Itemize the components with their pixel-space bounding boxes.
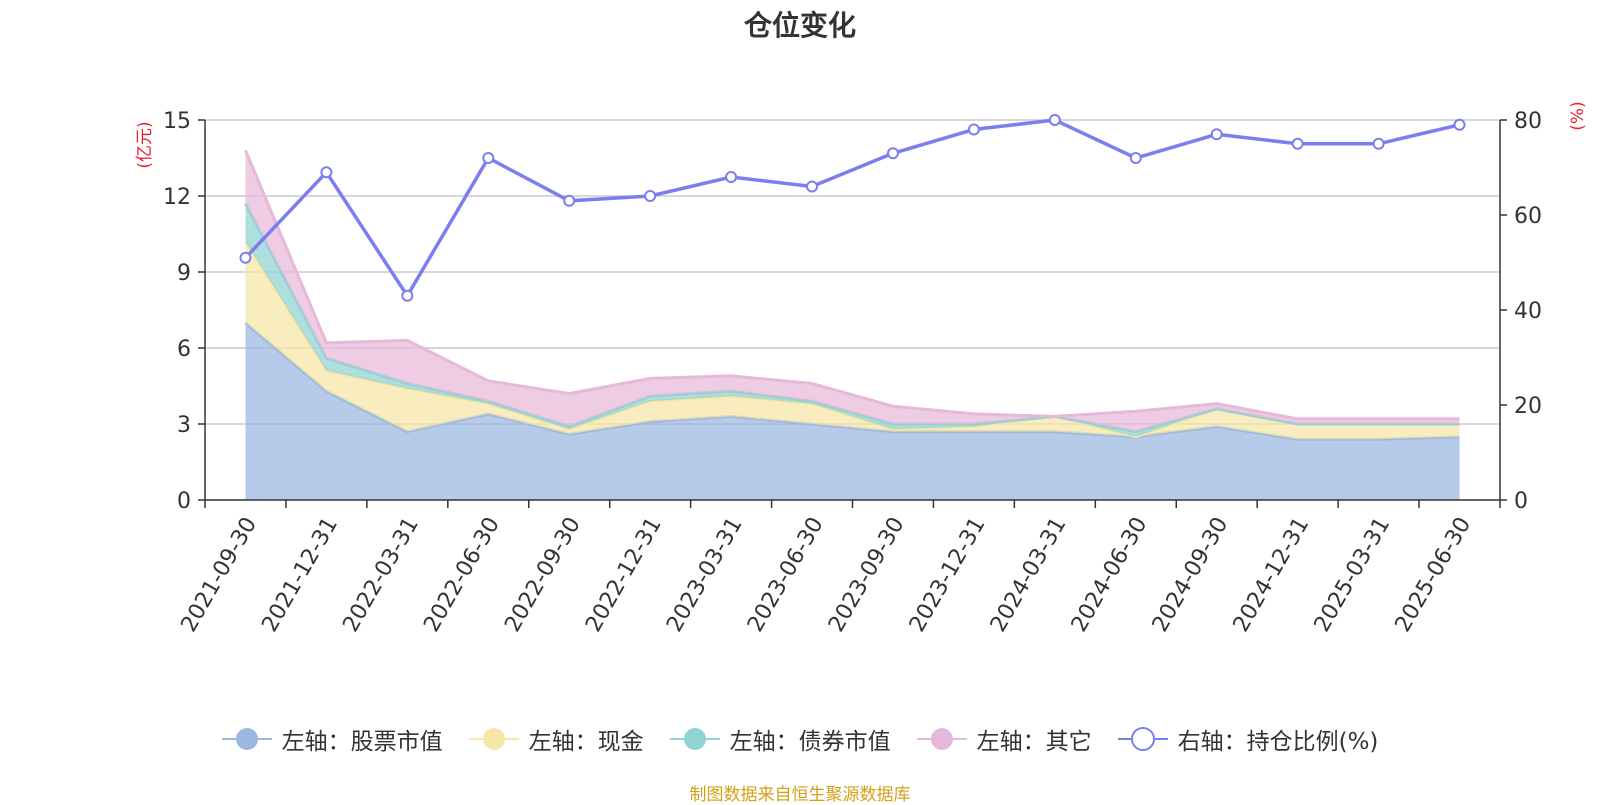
legend-swatch [1117,727,1168,751]
ratio-point [1453,118,1466,131]
ratio-line [239,114,1466,302]
ratio-point [886,147,899,160]
legend-label: 左轴：其它 [976,729,1092,755]
left-tick-label: 0 [177,489,191,514]
x-tick-label: 2021-12-31 [257,513,343,636]
ratio-series-line [244,118,1460,300]
ratio-point [1210,128,1223,141]
legend-label: 左轴：股票市值 [281,729,443,755]
legend-swatch [669,728,720,750]
x-tick-label: 2024-03-31 [986,513,1072,636]
left-axis-unit: (亿元) [135,121,155,168]
ratio-point [482,152,495,164]
legend-item[interactable]: 左轴：债券市值 [669,722,891,756]
legend: 左轴：股票市值 左轴：现金 左轴：债券市值 左轴：其它 右轴：持仓比例(%) [0,722,1600,756]
ratio-point [1291,137,1304,150]
legend-label: 左轴：债券市值 [729,729,891,755]
ratio-point [1372,137,1385,150]
x-tick-label: 2023-12-31 [905,513,991,636]
legend-item[interactable]: 右轴：持仓比例(%) [1117,722,1379,756]
legend-swatch-dot [683,728,706,750]
legend-label: 右轴：持仓比例(%) [1177,729,1379,755]
x-tick-label: 2022-12-31 [581,513,667,636]
x-tick-label: 2025-03-31 [1310,513,1396,636]
ratio-point [806,180,819,193]
ratio-point [967,123,980,136]
area-edge-左轴：其它 [244,149,1460,421]
ratio-point [320,166,333,179]
legend-item[interactable]: 左轴：现金 [468,722,644,756]
area-左轴：股票市值 [245,322,1460,500]
x-tick-label: 2024-12-31 [1229,513,1315,636]
left-tick-label: 15 [163,109,191,134]
right-tick-label: 80 [1514,109,1542,134]
ratio-point [563,194,576,207]
ratio-point [1129,152,1142,164]
right-tick-label: 40 [1514,299,1542,324]
x-tick-label: 2022-06-30 [419,513,505,636]
x-tick-label: 2023-09-30 [824,513,910,636]
x-tick-label: 2022-03-31 [338,513,424,636]
left-tick-label: 12 [163,185,191,210]
left-tick-label: 3 [177,413,191,438]
ratio-point [401,289,414,302]
right-tick-label: 60 [1514,204,1542,229]
source-note: 制图数据来自恒生聚源数据库 [689,785,911,805]
legend-label: 左轴：现金 [528,729,644,755]
x-tick-label: 2022-09-30 [500,513,586,636]
chart-title: 仓位变化 [743,9,856,42]
x-tick-label: 2023-03-31 [662,513,748,636]
right-tick-label: 0 [1514,489,1528,514]
ratio-point [644,190,657,202]
left-tick-label: 9 [177,261,191,286]
x-tick-label: 2025-06-30 [1391,513,1477,636]
x-tick-label: 2024-06-30 [1067,513,1153,636]
ratio-point [239,251,252,264]
legend-item[interactable]: 左轴：股票市值 [221,722,443,756]
x-tick-label: 2021-09-30 [177,513,263,636]
x-tick-label: 2023-06-30 [743,513,829,636]
right-axis-unit: (%) [1568,101,1588,130]
legend-swatch [221,728,272,750]
legend-swatch [468,728,519,750]
legend-swatch-dot [482,728,505,750]
legend-swatch [916,728,967,750]
legend-item[interactable]: 左轴：其它 [916,722,1092,756]
ratio-point [725,171,738,183]
right-tick-label: 20 [1514,394,1542,419]
x-tick-label: 2024-09-30 [1148,513,1234,636]
legend-swatch-dot [930,728,953,750]
legend-swatch-dot [1130,727,1155,751]
legend-swatch-dot [235,728,258,750]
ratio-point [1048,114,1061,126]
left-tick-label: 6 [177,337,191,362]
stacked-areas [244,149,1460,500]
